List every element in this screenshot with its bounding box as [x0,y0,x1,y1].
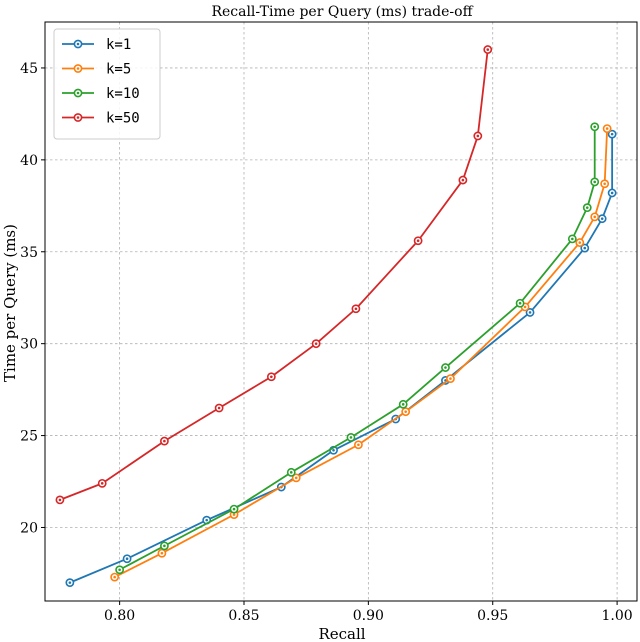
data-point-center [270,375,273,379]
data-point-center [357,443,360,447]
data-point-center [461,178,465,182]
data-point-center [600,217,604,220]
data-point-center [593,125,597,129]
x-tick-label: 0.80 [104,608,135,624]
legend-label: k=5 [106,62,131,78]
data-point-center [523,305,527,309]
data-point-center [593,215,597,219]
series-line [114,128,609,578]
data-point-center [605,127,609,130]
y-tick-label: 30 [20,337,38,353]
data-point-center [232,507,236,511]
data-point-center [118,568,121,572]
y-tick-label: 45 [20,61,38,77]
legend-marker-center [76,42,80,46]
data-point-center [610,191,614,195]
legend-box [53,28,161,140]
data-point-center [571,237,574,241]
x-axis-label: Recall [318,625,365,642]
data-point-center [401,403,405,406]
data-point-center [476,134,480,138]
data-point-center [100,482,104,485]
x-tick-label: 0.90 [353,608,384,624]
data-point-center [354,307,358,311]
data-point-center [217,406,221,410]
series-k-1 [65,129,617,588]
legend: k=1 k=5 k=10 k=50 [53,28,161,140]
data-point-center [449,377,452,380]
x-tick-label: 0.95 [477,608,508,624]
data-point-center [205,518,208,522]
legend-marker-center [76,91,80,95]
data-point-center [444,366,447,369]
legend-label: k=1 [106,37,131,53]
data-point-center [294,476,298,480]
data-point-center [585,206,589,209]
data-point-center [160,551,164,555]
data-point-center [113,575,116,579]
data-point-center [603,182,606,186]
series-line [119,126,596,571]
data-point-center [486,48,490,51]
data-point-center [349,436,353,439]
chart-title: Recall-Time per Query (ms) trade-off [211,4,473,20]
data-point-center [289,471,293,474]
data-point-center [404,410,407,413]
y-tick-label: 40 [20,153,38,169]
plot-frame [44,21,638,602]
y-tick-label: 20 [20,520,38,536]
data-point-center [416,239,420,243]
data-point-center [68,581,72,584]
legend-label: k=50 [106,111,140,127]
legend-marker-center [76,116,80,119]
legend-label: k=10 [106,86,140,102]
data-point-center [583,246,587,250]
y-axis-label: Time per Query (ms) [1,224,19,382]
legend-marker-center [76,67,80,70]
series-layer [55,45,617,588]
series-line [69,134,614,584]
data-point-center [163,439,166,443]
legend-item: k=5 [62,62,131,78]
y-tick-label: 35 [20,245,38,261]
x-tick-label: 1.00 [602,608,633,624]
data-point-center [578,241,582,244]
series-k-5 [110,124,612,582]
data-point-center [528,311,532,314]
data-point-center [232,513,236,516]
data-point-center [593,180,597,184]
series-k-50 [55,45,493,505]
y-tick-label: 25 [20,429,38,445]
legend-item: k=1 [62,37,131,53]
series-k-10 [115,122,600,575]
x-tick-label: 0.85 [228,608,259,624]
data-point-center [610,132,614,136]
legend-item: k=50 [62,111,140,127]
data-point-center [332,448,335,452]
data-point-center [125,557,129,561]
data-point-center [314,342,318,345]
data-point-center [163,544,166,548]
data-point-center [58,498,62,502]
axis-ticks: 0.80 0.85 0.90 0.95 1.00 20 25 30 35 40 45 [20,61,633,624]
legend-item: k=10 [62,86,140,102]
data-point-center [518,301,522,305]
